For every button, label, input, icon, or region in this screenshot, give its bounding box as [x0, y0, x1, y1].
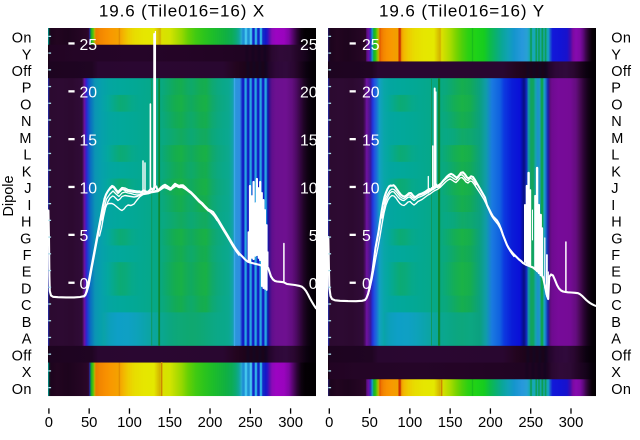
svg-text:5: 5 [309, 228, 318, 245]
svg-text:5: 5 [362, 228, 371, 245]
svg-text:Y: Y [22, 47, 32, 63]
svg-text:150: 150 [438, 415, 463, 431]
svg-text:X: X [22, 365, 32, 381]
svg-text:15: 15 [362, 133, 380, 150]
svg-text:0: 0 [362, 276, 371, 293]
svg-text:H: H [611, 215, 622, 231]
svg-text:Off: Off [611, 64, 632, 80]
svg-text:20: 20 [80, 85, 98, 102]
svg-text:O: O [611, 98, 623, 114]
svg-text:0: 0 [80, 276, 89, 293]
svg-text:B: B [611, 315, 621, 331]
svg-text:Dipole: Dipole [1, 175, 17, 216]
svg-text:300: 300 [559, 415, 584, 431]
svg-text:C: C [21, 298, 32, 314]
svg-text:0: 0 [45, 415, 53, 431]
svg-text:I: I [611, 198, 615, 214]
svg-text:10: 10 [362, 180, 380, 197]
svg-text:20: 20 [362, 85, 380, 102]
svg-text:250: 250 [238, 415, 263, 431]
svg-text:5: 5 [80, 228, 89, 245]
svg-text:K: K [611, 164, 621, 180]
svg-text:X: X [611, 365, 621, 381]
svg-text:25: 25 [300, 37, 318, 54]
svg-text:P: P [611, 81, 621, 97]
svg-text:10: 10 [80, 180, 98, 197]
svg-text:E: E [22, 265, 32, 281]
svg-text:L: L [611, 148, 619, 164]
svg-text:J: J [24, 181, 32, 197]
svg-text:G: G [20, 231, 32, 247]
svg-text:Off: Off [12, 64, 33, 80]
svg-text:On: On [611, 382, 631, 398]
svg-text:100: 100 [117, 415, 142, 431]
svg-text:D: D [611, 282, 622, 298]
svg-text:15: 15 [300, 133, 318, 150]
svg-text:25: 25 [80, 37, 98, 54]
svg-text:Y: Y [611, 47, 621, 63]
svg-text:L: L [23, 148, 31, 164]
svg-text:300: 300 [278, 415, 303, 431]
svg-text:25: 25 [362, 37, 380, 54]
svg-text:Off: Off [611, 348, 632, 364]
svg-text:19.6 (Tile016=16) Y: 19.6 (Tile016=16) Y [379, 1, 545, 20]
svg-text:On: On [12, 382, 32, 398]
svg-text:H: H [21, 215, 32, 231]
svg-text:N: N [21, 114, 32, 130]
svg-text:E: E [611, 265, 621, 281]
svg-text:M: M [611, 131, 623, 147]
svg-text:I: I [27, 198, 31, 214]
svg-text:D: D [21, 282, 32, 298]
svg-text:G: G [611, 231, 623, 247]
svg-text:A: A [611, 332, 621, 348]
svg-text:F: F [611, 248, 620, 264]
svg-text:150: 150 [157, 415, 182, 431]
svg-text:M: M [19, 131, 31, 147]
svg-text:On: On [12, 31, 32, 47]
svg-text:O: O [20, 98, 32, 114]
svg-text:A: A [22, 332, 32, 348]
svg-text:On: On [611, 31, 631, 47]
svg-text:250: 250 [518, 415, 543, 431]
svg-text:J: J [611, 181, 619, 197]
svg-text:B: B [22, 315, 32, 331]
svg-text:N: N [611, 114, 622, 130]
svg-text:P: P [22, 81, 32, 97]
svg-text:50: 50 [81, 415, 97, 431]
svg-text:C: C [611, 298, 622, 314]
svg-text:F: F [23, 248, 32, 264]
svg-text:200: 200 [198, 415, 223, 431]
svg-text:200: 200 [478, 415, 503, 431]
svg-text:0: 0 [309, 276, 318, 293]
svg-text:50: 50 [361, 415, 377, 431]
svg-text:0: 0 [325, 415, 333, 431]
svg-text:Off: Off [12, 348, 33, 364]
svg-text:15: 15 [80, 133, 98, 150]
svg-text:100: 100 [398, 415, 423, 431]
svg-text:K: K [22, 164, 32, 180]
svg-text:20: 20 [300, 85, 318, 102]
svg-text:19.6 (Tile016=16) X: 19.6 (Tile016=16) X [99, 1, 265, 20]
svg-text:10: 10 [300, 180, 318, 197]
